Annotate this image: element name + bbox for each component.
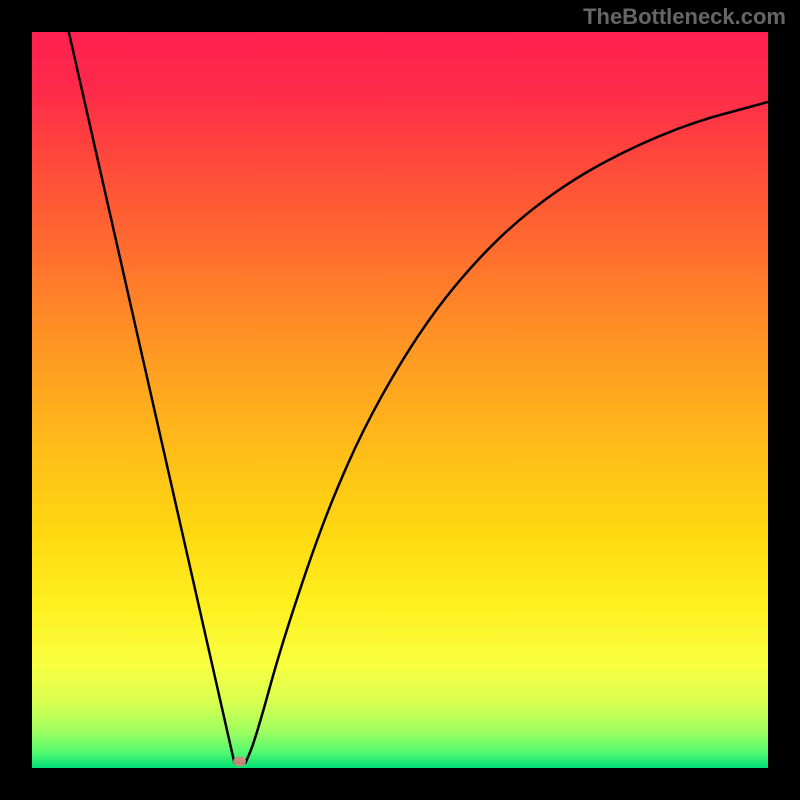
chart-svg [32,32,768,768]
gradient-background [32,32,768,768]
optimum-marker [233,756,246,766]
plot-area [32,32,768,768]
watermark-text: TheBottleneck.com [583,4,786,30]
chart-container: TheBottleneck.com [0,0,800,800]
